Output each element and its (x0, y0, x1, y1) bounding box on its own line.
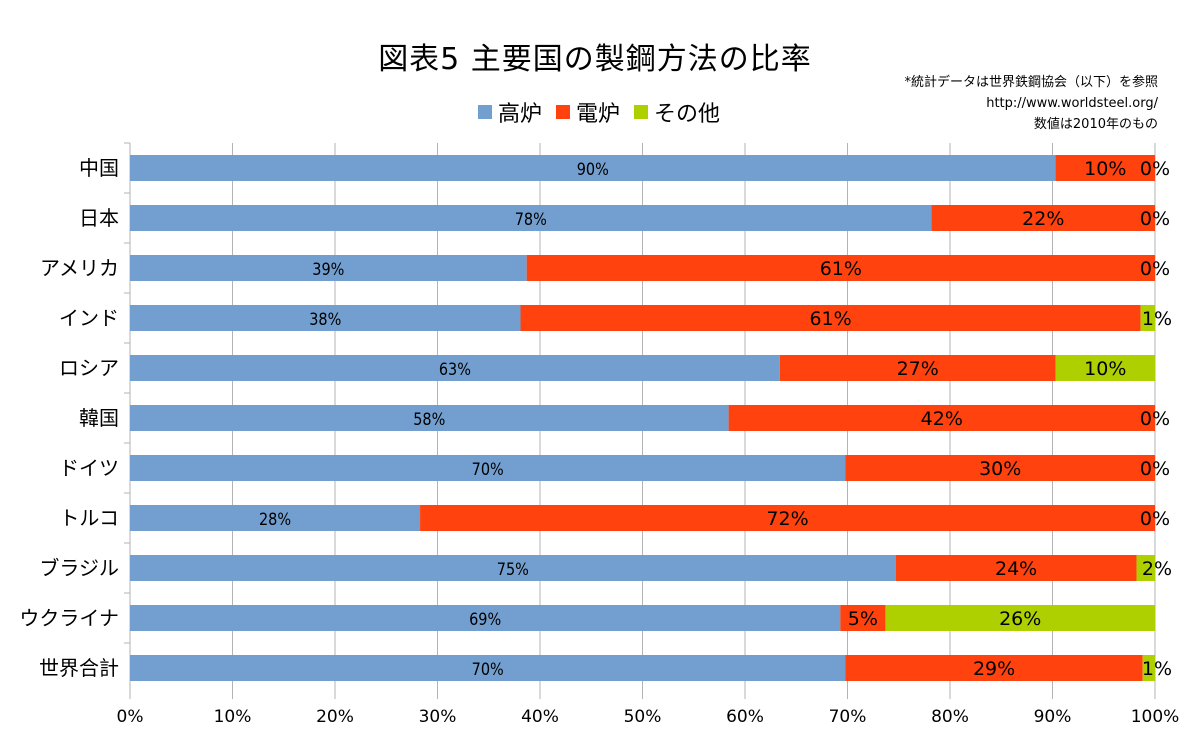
legend-item-other: その他 (634, 96, 720, 128)
bar-segment (1140, 305, 1155, 331)
legend-item-electric-furnace: 電炉 (556, 96, 620, 128)
y-category-label: トルコ (59, 506, 119, 530)
bar-data-label: 10% (1084, 358, 1126, 380)
bar-segment (728, 405, 1155, 431)
bar-data-label: 0% (1140, 408, 1170, 430)
y-category-label: 世界合計 (39, 656, 119, 680)
bar-data-label: 0% (1140, 458, 1170, 480)
bar-data-label: 61% (809, 308, 851, 330)
bar-data-label: 26% (999, 608, 1041, 630)
source-note: *統計データは世界鉄鋼協会（以下）を参照 http://www.worldste… (904, 72, 1158, 135)
bar-data-label: 29% (973, 658, 1015, 680)
bar-segment (895, 555, 1137, 581)
bar-segment (845, 455, 1155, 481)
bar-segment (1055, 355, 1155, 381)
source-note-year: 数値は2010年のもの (1033, 117, 1158, 132)
x-tick-label: 50% (624, 707, 662, 727)
y-category-label: 日本 (79, 206, 119, 230)
bar-data-label: 5% (848, 608, 878, 630)
bar-segment (779, 355, 1056, 381)
bar-data-label: 38% (309, 309, 341, 329)
bar-segment (130, 155, 1056, 181)
y-category-label: ウクライナ (19, 606, 119, 630)
bar-data-label: 61% (820, 258, 862, 280)
bar-segment (520, 305, 1141, 331)
x-tick-label: 80% (931, 707, 969, 727)
source-note-url: http://www.worldsteel.org/ (986, 96, 1158, 111)
bar-segment (845, 655, 1143, 681)
x-tick-label: 70% (829, 707, 867, 727)
y-category-label: アメリカ (40, 256, 119, 280)
bar-data-label: 90% (577, 159, 609, 179)
bar-data-label: 58% (413, 409, 445, 429)
bar-data-label: 30% (979, 458, 1021, 480)
bar-data-label: 22% (1022, 208, 1064, 230)
bar-data-label: 72% (766, 508, 808, 530)
bar-segment (130, 555, 896, 581)
bar-data-label: 39% (312, 259, 344, 279)
y-category-label: ドイツ (59, 456, 119, 480)
x-tick-label: 0% (117, 707, 144, 727)
bar-segment (885, 605, 1155, 631)
bar-segment (840, 605, 886, 631)
bar-segment (130, 205, 932, 231)
bar-data-label: 24% (995, 558, 1037, 580)
legend-swatch-blast-furnace (478, 105, 492, 119)
y-category-label: インド (59, 306, 119, 330)
bar-segment (1136, 555, 1155, 581)
bar-data-label: 75% (497, 559, 529, 579)
y-category-label: ブラジル (39, 556, 119, 580)
x-tick-label: 10% (214, 707, 252, 727)
bar-data-label: 10% (1084, 158, 1126, 180)
bar-segment (130, 305, 521, 331)
bar-segment (130, 605, 841, 631)
bar-segment (526, 255, 1155, 281)
bar-data-label: 28% (259, 509, 291, 529)
bar-data-label: 78% (515, 209, 547, 229)
legend-label-electric-furnace: 電炉 (576, 102, 621, 127)
y-category-label: 中国 (79, 156, 119, 180)
legend-label-other: その他 (654, 102, 721, 127)
bar-data-label: 2% (1142, 558, 1172, 580)
chart-title: 図表5 主要国の製鋼方法の比率 (378, 42, 812, 77)
x-tick-label: 60% (726, 707, 764, 727)
bar-segment (130, 355, 780, 381)
bar-segment (1055, 155, 1155, 181)
bar-segment (130, 655, 846, 681)
legend-label-blast-furnace: 高炉 (498, 102, 543, 127)
x-tick-label: 100% (1131, 707, 1180, 727)
bar-segment (931, 205, 1155, 231)
bar-segment (130, 505, 421, 531)
bar-data-label: 0% (1140, 508, 1170, 530)
legend-swatch-other (634, 105, 649, 119)
y-category-label: ロシア (59, 356, 119, 380)
bar-data-label: 1% (1142, 658, 1172, 680)
bar-data-label: 0% (1140, 208, 1170, 230)
bar-segment (420, 505, 1155, 531)
bar-data-label: 27% (897, 358, 939, 380)
source-note-line: *統計データは世界鉄鋼協会（以下）を参照 (904, 75, 1158, 90)
x-tick-label: 20% (316, 707, 354, 727)
x-tick-label: 40% (521, 707, 559, 727)
y-category-label: 韓国 (79, 406, 119, 430)
bar-data-label: 63% (439, 359, 471, 379)
bar-data-label: 0% (1140, 158, 1170, 180)
bar-segment (130, 405, 729, 431)
legend-item-blast-furnace: 高炉 (478, 96, 542, 128)
bar-data-label: 42% (921, 408, 963, 430)
chart-legend: 高炉 電炉 その他 (478, 96, 734, 128)
bar-data-label: 69% (469, 609, 501, 629)
bar-data-label: 1% (1142, 308, 1172, 330)
x-tick-label: 30% (419, 707, 457, 727)
bar-data-label: 70% (472, 659, 504, 679)
bar-data-label: 70% (472, 459, 504, 479)
bar-segment (130, 455, 846, 481)
bar-segment (130, 255, 527, 281)
bar-data-label: 0% (1140, 258, 1170, 280)
bar-segment (1142, 655, 1155, 681)
x-tick-label: 90% (1034, 707, 1072, 727)
legend-swatch-electric-furnace (556, 105, 571, 119)
